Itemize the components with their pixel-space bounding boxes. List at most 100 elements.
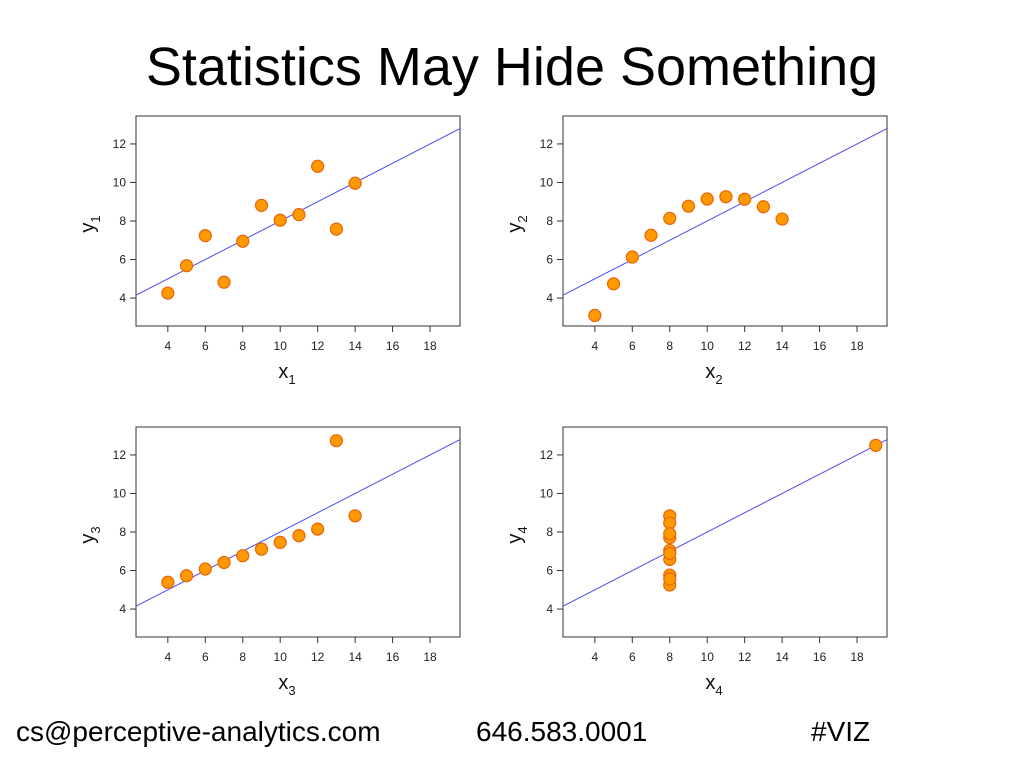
data-point (179, 259, 194, 273)
x-tick-label: 16 (386, 650, 400, 664)
y-tick-label: 10 (113, 175, 127, 189)
y-tick-label: 6 (119, 253, 126, 267)
data-point (775, 212, 789, 226)
y-tick-label: 8 (119, 214, 126, 228)
data-point (161, 575, 175, 589)
data-point (273, 535, 287, 550)
data-point (625, 250, 639, 264)
data-point (869, 438, 883, 452)
x-axis-label: x1 (278, 361, 295, 387)
x-tick-label: 10 (274, 650, 288, 664)
y-tick-label: 8 (546, 214, 553, 228)
y-tick-label: 12 (540, 448, 554, 462)
slide-title: Statistics May Hide Something (145, 37, 879, 97)
scatter-panel-3: 4 6 8 10 12 14 16 18 4 6 8 10 12 x3 y3 (77, 426, 461, 698)
x-tick-label: 18 (850, 650, 864, 664)
data-point (348, 176, 362, 190)
footer-phone: 646.583.0001 (476, 716, 648, 747)
x-tick-label: 6 (202, 650, 209, 664)
data-point (663, 211, 677, 225)
y-tick-label: 4 (546, 602, 553, 616)
data-point (161, 286, 175, 300)
x-tick-label: 14 (348, 650, 362, 664)
data-point (738, 192, 752, 206)
y-tick-label: 6 (546, 564, 553, 578)
x-tick-label: 14 (775, 339, 789, 353)
y-tick-label: 10 (540, 486, 554, 500)
data-point (644, 228, 658, 242)
x-tick-label: 16 (813, 650, 827, 664)
x-axis-label: x2 (705, 361, 722, 387)
x-tick-label: 14 (775, 650, 789, 664)
x-tick-label: 10 (274, 339, 288, 353)
regression-line (136, 438, 460, 607)
data-point (329, 222, 343, 236)
y-tick-label: 8 (546, 525, 553, 539)
anscombe-scatter-grid: 4 6 8 10 12 14 16 18 4 6 8 10 12 x1 y1 4 6 8 10 12 14 16 18 4 6 8… (77, 115, 888, 698)
footer-email: cs@perceptive-analytics.com (16, 716, 381, 747)
y-tick-label: 8 (119, 525, 126, 539)
plot-frame (562, 426, 888, 638)
footer-hashtag: #VIZ (811, 716, 871, 747)
data-point (681, 199, 696, 213)
data-point (719, 190, 733, 204)
y-tick-label: 10 (540, 175, 554, 189)
x-tick-label: 16 (813, 339, 827, 353)
data-point (311, 159, 325, 173)
data-point (663, 527, 677, 541)
regression-line (563, 127, 887, 296)
y-tick-label: 12 (113, 137, 127, 151)
data-point (236, 549, 250, 563)
x-tick-label: 8 (666, 339, 673, 353)
y-axis-label: y4 (504, 526, 530, 543)
x-tick-label: 12 (311, 339, 325, 353)
data-point (588, 308, 602, 323)
data-point (292, 208, 306, 222)
x-axis-label: x3 (278, 672, 295, 698)
data-point (348, 509, 362, 523)
x-tick-label: 18 (850, 339, 864, 353)
data-point (329, 434, 343, 448)
x-tick-label: 8 (666, 650, 673, 664)
y-axis-label: y1 (77, 215, 103, 232)
y-tick-label: 4 (119, 602, 126, 616)
x-tick-label: 6 (629, 650, 636, 664)
data-point (254, 198, 269, 212)
y-tick-label: 12 (540, 137, 554, 151)
regression-line (563, 438, 887, 607)
scatter-panel-4: 4 6 8 10 12 14 16 18 4 6 8 10 12 x4 y4 (504, 426, 888, 698)
scatter-panel-1: 4 6 8 10 12 14 16 18 4 6 8 10 12 x1 y1 (77, 115, 461, 387)
data-point (198, 562, 212, 576)
y-tick-label: 4 (546, 291, 553, 305)
y-tick-label: 6 (119, 564, 126, 578)
x-tick-label: 4 (164, 650, 171, 664)
y-axis-label: y2 (504, 215, 530, 232)
x-tick-label: 6 (202, 339, 209, 353)
y-tick-label: 10 (113, 486, 127, 500)
x-tick-label: 18 (423, 650, 437, 664)
x-tick-label: 4 (164, 339, 171, 353)
x-tick-label: 12 (738, 339, 752, 353)
data-point (198, 229, 212, 243)
data-point (663, 572, 677, 586)
data-point (217, 555, 231, 570)
y-tick-label: 6 (546, 253, 553, 267)
x-tick-label: 4 (591, 339, 598, 353)
x-tick-label: 6 (629, 339, 636, 353)
x-tick-label: 8 (239, 650, 246, 664)
x-tick-label: 18 (423, 339, 437, 353)
x-tick-label: 12 (738, 650, 752, 664)
data-point (254, 542, 269, 556)
data-point (179, 569, 194, 583)
data-point (217, 275, 231, 289)
data-point (663, 546, 677, 560)
x-tick-label: 10 (701, 339, 715, 353)
x-tick-label: 4 (591, 650, 598, 664)
x-axis-label: x4 (705, 672, 722, 698)
x-tick-label: 8 (239, 339, 246, 353)
scatter-panel-2: 4 6 8 10 12 14 16 18 4 6 8 10 12 x2 y2 (504, 115, 888, 387)
data-point (756, 200, 770, 214)
data-point (273, 213, 287, 227)
x-tick-label: 12 (311, 650, 325, 664)
x-tick-label: 16 (386, 339, 400, 353)
